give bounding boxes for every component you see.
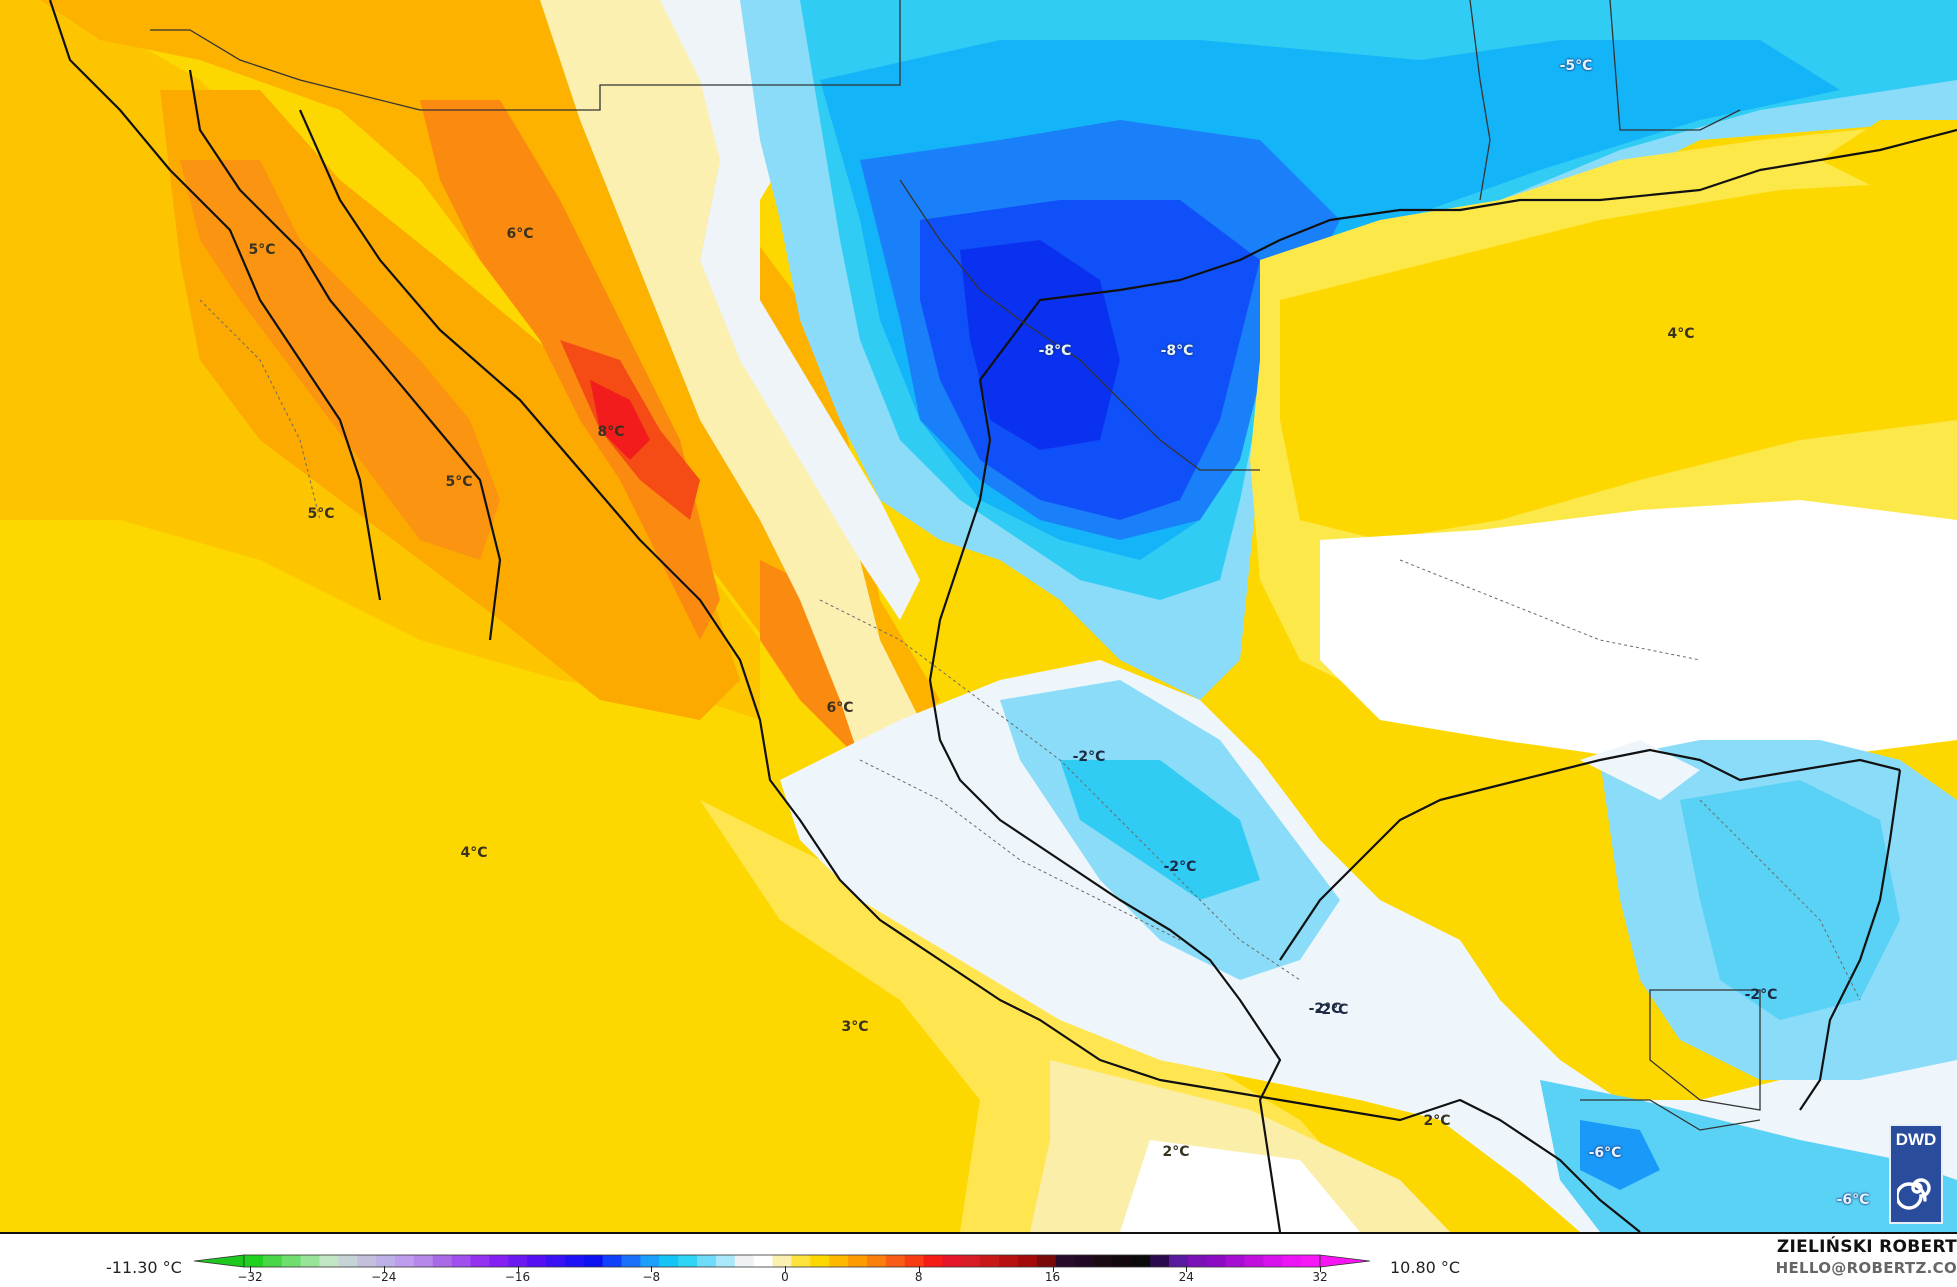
temperature-label: 6°C [826,700,854,716]
tick-label: 24 [1178,1270,1194,1284]
temperature-label: 6°C [506,226,534,242]
tick-label: 32 [1312,1270,1328,1284]
dwd-logo: DWD [1889,1124,1943,1224]
temperature-label: -6°C [1588,1145,1622,1161]
temperature-label: -8°C [1038,343,1072,359]
tick-mark [383,1266,385,1272]
legend-footer: -11.30 °C −32 −24 −16 −8 0 8 16 24 32 10.80 °C Z… [0,1234,1957,1287]
tick-label: 16 [1044,1270,1061,1284]
tick-mark [1186,1266,1188,1272]
tick-label: −32 [237,1270,263,1284]
temperature-label: -2°C [1744,987,1778,1003]
map-canvas [0,0,1957,1232]
tick-mark [517,1266,519,1272]
temperature-label: -5°C [1559,58,1593,74]
tick-mark [1052,1266,1054,1272]
swirl-icon [1897,1178,1931,1210]
temperature-label: 5°C [445,474,473,490]
temperature-label: -2°C [1308,1001,1342,1017]
tick-label: −24 [371,1270,397,1284]
tick-mark [651,1266,653,1272]
tick-label: 0 [781,1270,789,1284]
tick-mark [250,1266,251,1272]
tick-label: −8 [642,1270,661,1284]
temperature-label: -2°C [1072,749,1106,765]
temperature-label: -2°C [1315,1002,1349,1018]
tick-label: 8 [914,1270,923,1284]
temperature-label: 4°C [1667,326,1695,342]
temperature-label: 8°C [597,424,625,440]
color-scale-bar [193,1253,1371,1268]
temperature-label: 2°C [1423,1113,1451,1129]
tick-mark [1320,1266,1321,1272]
temperature-label: 5°C [248,242,276,258]
legend-max-label: 10.80 °C [1390,1258,1461,1277]
temperature-label: 3°C [841,1019,869,1035]
temperature-label: 4°C [460,845,488,861]
temperature-label: 5°C [307,506,335,522]
color-scale-gradient [193,1254,1371,1268]
tick-label: −16 [504,1270,531,1284]
legend-min-label: -11.30 °C [106,1258,182,1277]
temperature-label: -2°C [1163,859,1197,875]
dwd-logo-text: DWD [1895,1130,1937,1149]
tick-mark [918,1266,920,1272]
tick-mark [785,1266,786,1272]
temperature-map: 5°C 6°C 8°C 5°C 5°C 6°C 4°C 3°C 2°C 2°C 4°C -5°C -8°… [0,0,1957,1234]
author-name: ZIELIŃSKI ROBERT [1776,1237,1957,1257]
temperature-label: -6°C [1836,1192,1870,1208]
temperature-label: -8°C [1160,343,1194,359]
temperature-label: 2°C [1162,1144,1190,1160]
author-email: HELLO@ROBERTZ.CO [1775,1259,1957,1277]
